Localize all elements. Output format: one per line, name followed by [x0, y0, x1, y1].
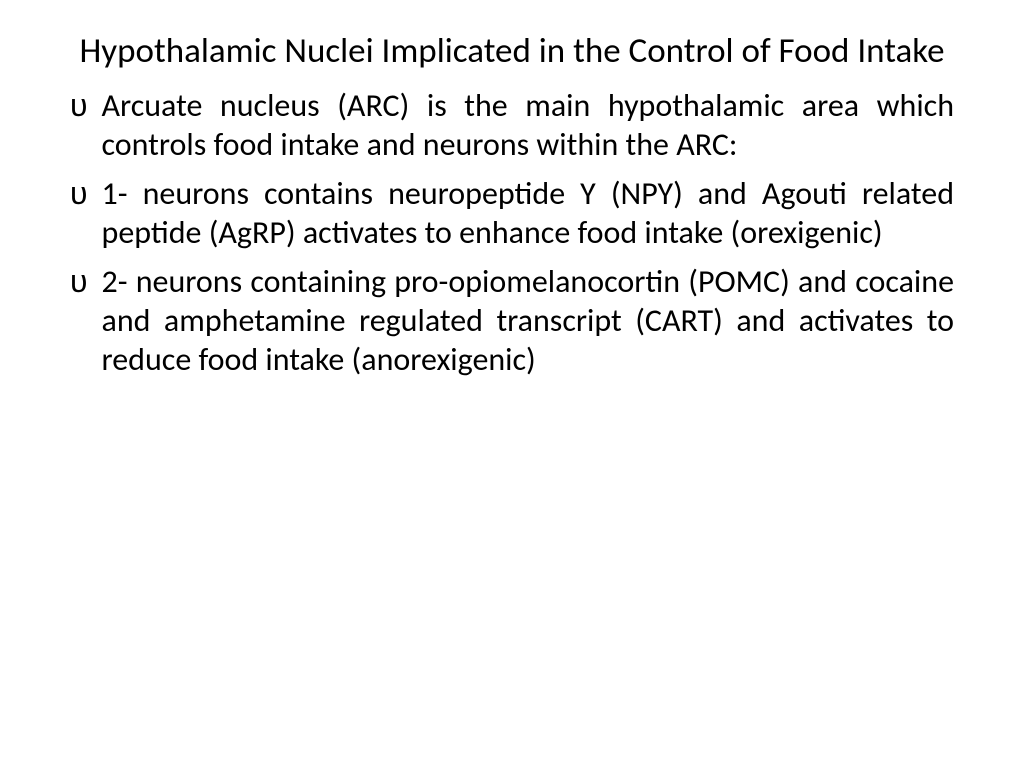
- paragraph-1: υ Arcuate nucleus (ARC) is the main hypo…: [70, 86, 954, 164]
- paragraph-1-text: Arcuate nucleus (ARC) is the main hypoth…: [102, 86, 955, 164]
- paragraph-3-text: 2- neurons containing pro-opiomelanocort…: [102, 262, 955, 379]
- paragraph-2-text: 1- neurons contains neuropeptide Y (NPY)…: [102, 174, 955, 252]
- slide-title: Hypothalamic Nuclei Implicated in the Co…: [70, 30, 954, 72]
- bullet-icon: υ: [70, 174, 88, 252]
- paragraph-2: υ 1- neurons contains neuropeptide Y (NP…: [70, 174, 954, 252]
- paragraph-3: υ 2- neurons containing pro-opiomelanoco…: [70, 262, 954, 379]
- bullet-icon: υ: [70, 262, 88, 379]
- bullet-icon: υ: [70, 86, 88, 164]
